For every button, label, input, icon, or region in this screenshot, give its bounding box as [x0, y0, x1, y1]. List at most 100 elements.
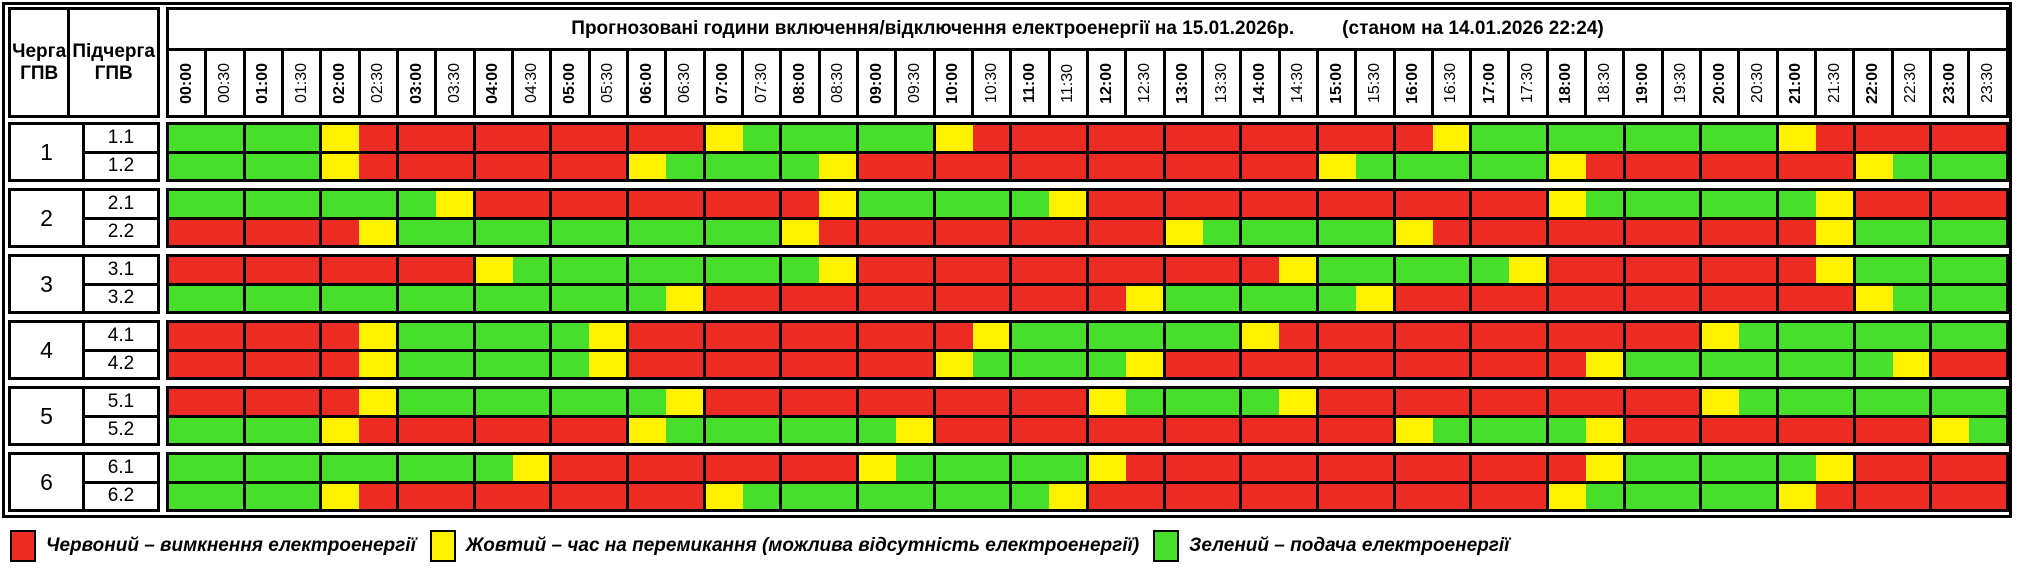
half-hour-slot [1279, 351, 1317, 377]
half-hour-slot [169, 153, 206, 179]
hour-cell [626, 483, 703, 509]
half-hour-slot [1242, 455, 1280, 481]
hour-cell [169, 125, 243, 151]
half-hour-slot [435, 257, 473, 283]
half-hour-slot [1509, 125, 1547, 151]
half-hour-slot [895, 389, 933, 415]
hour-cell [1162, 351, 1240, 377]
hour-cell [1699, 323, 1777, 349]
half-hour-slot [399, 323, 436, 349]
half-hour-slot [322, 219, 360, 245]
half-hour-slot [1279, 219, 1317, 245]
half-hour-slot [1739, 351, 1777, 377]
half-hour-slot [435, 351, 473, 377]
half-hour-slot [1049, 285, 1087, 311]
hour-cell [856, 389, 933, 415]
half-hour-slot [782, 417, 820, 443]
half-hour-slot [1779, 323, 1816, 349]
half-hour-slot [1089, 153, 1126, 179]
half-hour-slot [1012, 389, 1050, 415]
half-hour-slot [1355, 389, 1393, 415]
hour-cell [702, 417, 780, 443]
half-hour-slot [359, 285, 396, 311]
half-hour-slot [1242, 257, 1280, 283]
half-hour-slot [1625, 257, 1663, 283]
half-hour-slot [1202, 389, 1240, 415]
half-hour-slot [1472, 153, 1510, 179]
hour-cell [1316, 351, 1393, 377]
half-hour-slot [1432, 257, 1470, 283]
hour-cell [932, 351, 1010, 377]
half-hour-slot [1125, 417, 1163, 443]
hour-cell [1546, 285, 1623, 311]
half-hour-slot [1662, 191, 1700, 217]
legend-swatch-green [1153, 530, 1180, 562]
hour-cell [1239, 125, 1317, 151]
half-hour-slot [1012, 191, 1050, 217]
half-hour-slot [972, 191, 1010, 217]
half-hour-slot [1892, 219, 1930, 245]
half-hour-slot [665, 483, 703, 509]
half-hour-slot [935, 153, 973, 179]
half-hour-slot [1125, 219, 1163, 245]
half-hour-slot [512, 455, 550, 481]
subqueue-cell: 3.1 [107, 258, 135, 280]
half-hour-slot [1165, 125, 1203, 151]
half-hour-slot [1355, 417, 1393, 443]
half-hour-slot [1739, 257, 1777, 283]
half-hour-slot [1969, 125, 2007, 151]
half-hour-slot [1855, 219, 1893, 245]
half-hour-slot [1585, 417, 1623, 443]
half-hour-slot [1125, 351, 1163, 377]
half-hour-slot [1855, 257, 1893, 283]
hour-cell [1392, 191, 1470, 217]
hour-cell [242, 351, 320, 377]
half-hour-slot [475, 323, 513, 349]
hour-cell [242, 125, 320, 151]
half-hour-slot [742, 219, 780, 245]
hour-cell [1622, 323, 1700, 349]
half-hour-slot [1815, 191, 1853, 217]
half-hour-slot [322, 455, 360, 481]
half-hour-slot [475, 389, 513, 415]
half-hour-slot [1509, 483, 1547, 509]
hour-cell [1009, 389, 1087, 415]
time-header-cell: 01:00 [242, 51, 281, 115]
hour-cell [1929, 455, 2007, 481]
hour-cell [932, 323, 1010, 349]
half-hour-slot [1662, 285, 1700, 311]
half-hour-slot [782, 191, 820, 217]
subqueue-column: 3.1 3.2 [85, 257, 157, 311]
half-hour-slot [1432, 191, 1470, 217]
half-hour-slot [1739, 455, 1777, 481]
time-header-cell: 09:00 [855, 51, 894, 115]
half-hour-slot [782, 389, 820, 415]
half-hour-slot [1395, 257, 1433, 283]
hour-cell [1162, 191, 1240, 217]
hour-cell [472, 483, 550, 509]
hour-cell [779, 153, 857, 179]
half-hour-slot [1125, 323, 1163, 349]
half-hour-slot [972, 285, 1010, 311]
half-hour-slot [1202, 191, 1240, 217]
hour-cell [1469, 351, 1547, 377]
half-hour-slot [169, 417, 206, 443]
hour-cell [1852, 323, 1930, 349]
half-hour-slot [895, 191, 933, 217]
half-hour-slot [1089, 483, 1126, 509]
half-hour-slot [322, 285, 360, 311]
half-hour-slot [512, 153, 550, 179]
hour-cell [1929, 191, 2007, 217]
hour-cell [1699, 417, 1777, 443]
half-hour-slot [935, 257, 973, 283]
hour-cell [319, 351, 396, 377]
half-hour-slot [1012, 483, 1050, 509]
half-hour-slot [1202, 153, 1240, 179]
half-hour-slot [359, 351, 396, 377]
schedule-row [169, 282, 2007, 311]
half-hour-slot [1739, 153, 1777, 179]
half-hour-slot [782, 285, 820, 311]
half-hour-slot [169, 455, 206, 481]
half-hour-slot [552, 219, 590, 245]
half-hour-slot [1202, 257, 1240, 283]
